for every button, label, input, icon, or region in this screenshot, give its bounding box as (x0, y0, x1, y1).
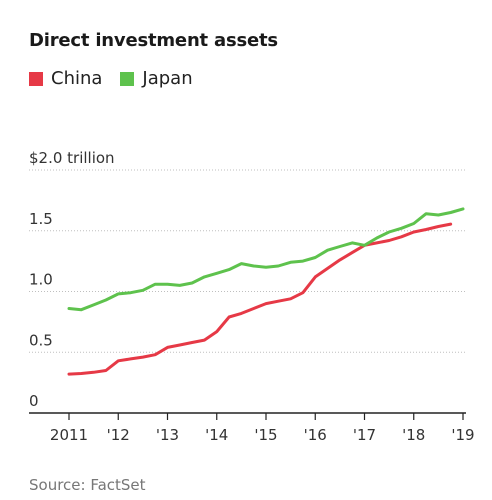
legend-label-japan: Japan (142, 68, 193, 89)
x-tick-label-7: '18 (402, 426, 425, 444)
y-tick-label-2: 1.0 (29, 271, 53, 289)
legend-item-china: China (29, 68, 102, 89)
series-lines (67, 207, 465, 376)
y-tick-label-3: 1.5 (29, 210, 53, 228)
x-axis (29, 412, 466, 420)
y-axis-labels: 0 0.5 1.0 1.5 $2.0 trillion (29, 149, 115, 410)
x-axis-labels: 2011 '12 '13 '14 '15 '16 '17 '18 '19 (50, 426, 475, 444)
y-tick-label-0: 0 (29, 392, 39, 410)
y-tick-label-1: 0.5 (29, 331, 53, 349)
source-note: Source: FactSet (29, 476, 146, 494)
legend: China Japan (29, 68, 211, 89)
grid-lines (29, 169, 466, 353)
legend-swatch-china (29, 71, 43, 86)
y-tick-label-4: $2.0 trillion (29, 149, 115, 167)
chart-title: Direct investment assets (29, 30, 278, 51)
x-tick-label-1: '12 (107, 426, 130, 444)
x-tick-label-8: '19 (451, 426, 474, 444)
x-tick-label-6: '17 (353, 426, 376, 444)
x-tick-label-0: 2011 (50, 426, 88, 444)
x-tick-label-3: '14 (205, 426, 228, 444)
line-chart: 0 0.5 1.0 1.5 $2.0 trillion 2011 '12 '13 '14 '15… (29, 149, 475, 444)
x-tick-label-4: '15 (254, 426, 277, 444)
series-line-japan (67, 207, 465, 312)
legend-item-japan: Japan (120, 68, 193, 89)
series-line-china (67, 222, 453, 376)
x-tick-label-2: '13 (156, 426, 179, 444)
x-tick-label-5: '16 (304, 426, 327, 444)
legend-swatch-japan (120, 71, 135, 86)
legend-label-china: China (51, 68, 103, 89)
